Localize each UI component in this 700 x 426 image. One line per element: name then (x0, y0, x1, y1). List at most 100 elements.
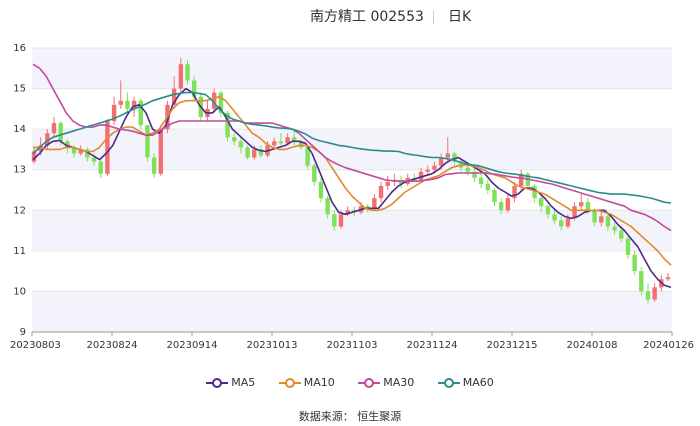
legend-marker-ma5 (206, 378, 229, 388)
candle (418, 167, 424, 182)
series-line-ma60 (32, 91, 672, 204)
candles (31, 58, 671, 304)
candle (258, 145, 264, 158)
candle-body (552, 214, 557, 221)
candle (539, 196, 544, 213)
grid-band (32, 291, 672, 332)
candle-body (125, 100, 130, 109)
x-tick-label: 20231013 (247, 340, 298, 351)
legend: MA5 MA10 MA30 MA60 (0, 376, 700, 389)
candle (652, 283, 657, 302)
candle-body (252, 149, 257, 158)
candle (238, 137, 244, 154)
candle-body (418, 171, 424, 180)
x-tick-label: 20231103 (327, 340, 378, 351)
candle-body (91, 157, 97, 162)
candle-body (365, 206, 370, 209)
x-axis: 20230803 20230824 20230914 20231013 20231103… (10, 331, 694, 351)
ma-lines (32, 63, 672, 289)
candle (505, 194, 511, 213)
candle-body (191, 80, 197, 97)
candle-body (171, 88, 177, 105)
candle-body (318, 181, 324, 199)
legend-marker-ma10 (278, 378, 301, 388)
candle (318, 177, 324, 203)
candle-body (292, 137, 297, 142)
candle (31, 147, 37, 164)
y-tick-label: 12 (13, 205, 26, 216)
candle (478, 173, 484, 188)
x-tick-label: 20230914 (167, 340, 218, 351)
candle-body (31, 151, 37, 162)
candle (612, 222, 617, 235)
candle-body (258, 149, 264, 156)
candle-body (272, 141, 277, 146)
legend-item-ma60[interactable]: MA60 (437, 376, 494, 389)
candle-body (498, 202, 504, 211)
candle-body (305, 147, 310, 166)
candle (619, 226, 624, 243)
candle-body (158, 129, 163, 174)
legend-label: MA30 (383, 376, 415, 389)
candle-body (425, 169, 430, 172)
legend-item-ma5[interactable]: MA5 (206, 376, 255, 389)
legend-marker-ma60 (437, 378, 460, 388)
candle (151, 153, 157, 178)
candle-body (278, 141, 284, 144)
candle-body (178, 64, 184, 89)
legend-marker-ma30 (358, 378, 381, 388)
candle-body (85, 149, 90, 158)
grid-band (32, 48, 672, 89)
candle-body (579, 202, 584, 207)
candle-body (118, 100, 123, 105)
candlestick-chart: 9 10 11 12 13 14 15 16 20230803 20230824 20230914… (10, 43, 694, 351)
y-axis-ticks: 9 10 11 12 13 14 15 16 (13, 43, 26, 338)
candle (512, 181, 517, 203)
candle-body (45, 133, 50, 146)
y-tick-label: 11 (13, 246, 26, 257)
series-line-ma10 (33, 95, 672, 266)
candle-body (438, 157, 444, 166)
candle-body (565, 218, 571, 227)
candle (599, 210, 604, 227)
candle (232, 133, 237, 146)
candle (105, 119, 110, 176)
candle (245, 145, 250, 160)
candle-body (98, 161, 103, 174)
candle-body (238, 141, 244, 148)
candle-body (445, 153, 450, 158)
candle (345, 206, 350, 217)
candle (118, 80, 123, 109)
candle (665, 273, 671, 282)
candle-body (185, 64, 190, 81)
candle-body (105, 121, 110, 174)
x-tick-label: 20240108 (567, 340, 618, 351)
candle (98, 159, 103, 178)
candle-body (605, 216, 611, 227)
candle-body (592, 210, 597, 223)
candle (378, 181, 384, 203)
candle (385, 175, 390, 190)
legend-item-ma10[interactable]: MA10 (278, 376, 335, 389)
candle (498, 198, 504, 215)
candle (605, 214, 611, 231)
background-bands (32, 48, 672, 332)
series-line-ma30 (32, 63, 672, 232)
legend-item-ma30[interactable]: MA30 (358, 376, 414, 389)
candle-body (539, 198, 544, 207)
x-tick-label: 20231215 (487, 340, 538, 351)
candle (552, 210, 557, 225)
candle (205, 100, 210, 122)
candle-body (545, 206, 551, 215)
x-tick-label: 20240126 (643, 340, 694, 351)
x-tick-label: 20231124 (407, 340, 458, 351)
y-tick-label: 14 (13, 124, 26, 135)
candle-body (585, 202, 591, 211)
candle-body (345, 210, 350, 215)
candle-body (639, 271, 644, 292)
candle (298, 139, 304, 150)
candle-body (78, 149, 83, 154)
candle-body (332, 214, 337, 227)
candle (472, 167, 477, 182)
candle-body (478, 177, 484, 184)
